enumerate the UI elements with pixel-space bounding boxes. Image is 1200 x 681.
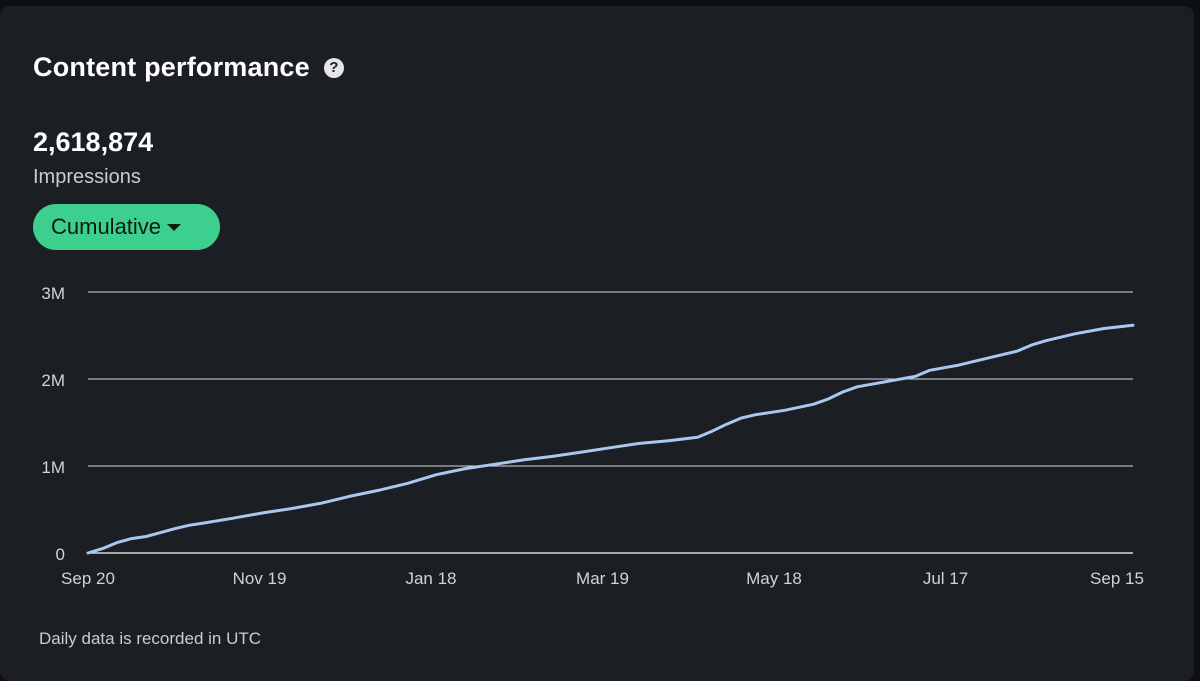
card-title: Content performance (33, 52, 310, 82)
x-tick-label: Sep 20 (61, 569, 115, 588)
x-tick-label: May 18 (746, 569, 802, 588)
series-line-impressions[interactable] (86, 323, 1135, 555)
utc-footnote: Daily data is recorded in UTC (39, 629, 262, 648)
y-tick-label: 1M (41, 458, 65, 477)
x-tick-label: Mar 19 (576, 569, 629, 588)
impressions-label: Impressions (33, 166, 141, 188)
metric-mode-dropdown[interactable]: Cumulative (33, 204, 220, 250)
x-tick-label: Sep 15 (1090, 569, 1144, 588)
title-row: Content performance ? (33, 52, 344, 83)
y-tick-label: 3M (41, 284, 65, 303)
x-tick-label: Nov 19 (233, 569, 287, 588)
question-circle-icon[interactable]: ? (323, 57, 344, 78)
caret-down-icon (167, 223, 182, 231)
x-tick-label: Jul 17 (923, 569, 968, 588)
y-tick-label: 0 (56, 545, 65, 564)
y-tick-label: 2M (41, 371, 65, 390)
x-tick-label: Jan 18 (405, 569, 456, 588)
content-performance-card: Content performance ? 2,618,874 Impressi… (0, 6, 1194, 681)
impressions-total: 2,618,874 (33, 127, 154, 157)
dropdown-label: Cumulative (51, 214, 162, 239)
